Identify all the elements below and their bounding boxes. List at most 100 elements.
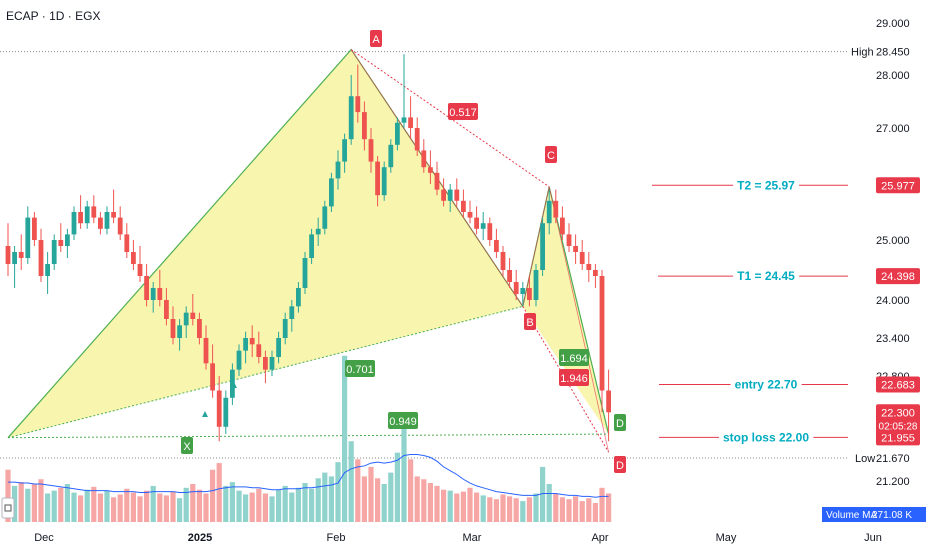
candle-body bbox=[454, 189, 460, 201]
y-tick-label: 25.000 bbox=[876, 235, 910, 247]
candle-body bbox=[164, 300, 169, 319]
candle-body bbox=[282, 319, 288, 338]
volume-bar bbox=[130, 492, 136, 522]
candle-body bbox=[170, 319, 176, 338]
volume-bar bbox=[144, 490, 150, 522]
candle bbox=[157, 270, 163, 307]
price-tag: 25.977 bbox=[881, 180, 915, 192]
candle-body bbox=[124, 234, 130, 252]
candle bbox=[395, 117, 400, 151]
candle-body bbox=[58, 240, 64, 246]
x-tick-label: Mar bbox=[463, 532, 482, 544]
candle-body bbox=[302, 258, 308, 288]
candle bbox=[150, 282, 156, 313]
candle bbox=[282, 312, 288, 345]
candle-body bbox=[553, 200, 559, 218]
candle-body bbox=[421, 150, 427, 168]
y-tick-label: 24.000 bbox=[876, 295, 910, 307]
target-label: T1 = 24.45 bbox=[737, 269, 795, 283]
volume-bar bbox=[434, 485, 440, 522]
candle bbox=[45, 252, 50, 294]
volume-bar bbox=[553, 493, 559, 522]
volume-bar bbox=[533, 493, 539, 522]
candle bbox=[183, 306, 189, 338]
candle-body bbox=[381, 167, 387, 196]
y-tick-label: 27.000 bbox=[876, 123, 910, 135]
volume-bar bbox=[500, 494, 506, 522]
volume-bar bbox=[394, 452, 400, 522]
candle bbox=[381, 161, 387, 201]
candle bbox=[51, 234, 57, 270]
candle bbox=[513, 270, 519, 300]
volume-bar bbox=[586, 498, 592, 522]
candle-body bbox=[5, 246, 11, 264]
point-label-d2-box bbox=[614, 456, 626, 473]
ratio-label-box bbox=[448, 103, 478, 120]
volume-bar bbox=[177, 498, 183, 522]
ratio-label: 0.949 bbox=[389, 416, 417, 428]
candle bbox=[210, 344, 215, 398]
volume-bar bbox=[97, 493, 103, 522]
candle-body bbox=[375, 161, 380, 196]
volume-bar bbox=[467, 487, 473, 522]
ratio-label: 0.701 bbox=[346, 364, 374, 376]
candle bbox=[203, 325, 209, 370]
volume-bar bbox=[540, 466, 546, 522]
pattern-triangle-bcd bbox=[522, 186, 609, 435]
candle bbox=[599, 270, 605, 413]
candle-body bbox=[533, 270, 539, 300]
candle-body bbox=[527, 288, 532, 300]
volume-bar bbox=[216, 463, 222, 522]
candle-body bbox=[362, 112, 367, 140]
volume-bar bbox=[210, 469, 216, 522]
volume-bar bbox=[474, 492, 480, 522]
point-label-c-box bbox=[545, 146, 557, 163]
candle-body bbox=[395, 122, 400, 145]
candle-body bbox=[210, 363, 215, 391]
candle-body bbox=[560, 217, 565, 235]
volume-bar bbox=[117, 494, 123, 522]
candle-body bbox=[546, 200, 552, 224]
candle bbox=[309, 228, 314, 264]
candle bbox=[553, 189, 559, 224]
candle bbox=[428, 150, 433, 184]
candle-body bbox=[329, 178, 334, 207]
y-tick-label: 29.000 bbox=[876, 18, 910, 30]
candle bbox=[606, 369, 611, 442]
candle-body bbox=[223, 397, 229, 427]
candle bbox=[170, 306, 176, 345]
marker-triangle bbox=[202, 411, 208, 417]
candle bbox=[408, 96, 413, 140]
target-label: T2 = 25.97 bbox=[737, 178, 795, 192]
volume-bar bbox=[342, 355, 348, 522]
high-value: 28.450 bbox=[876, 47, 910, 59]
ratio-label: 1.694 bbox=[560, 353, 588, 365]
volume-bar bbox=[276, 489, 282, 522]
candle bbox=[243, 331, 248, 364]
candle-body bbox=[593, 270, 598, 276]
candle-body bbox=[513, 282, 519, 294]
candle-body bbox=[177, 325, 182, 338]
volume-bar bbox=[104, 490, 110, 522]
volume-ma-label: Volume MA bbox=[826, 510, 877, 521]
candle-body bbox=[230, 369, 235, 398]
volume-bar bbox=[196, 489, 202, 522]
ratio-label-box bbox=[559, 349, 589, 366]
candle-body bbox=[474, 217, 479, 229]
candle-body bbox=[183, 312, 189, 326]
volume-bar bbox=[460, 491, 466, 522]
candle-body bbox=[18, 252, 24, 258]
candle-body bbox=[51, 240, 57, 264]
candle bbox=[111, 189, 116, 224]
volume-bar bbox=[58, 487, 64, 522]
volume-bar bbox=[243, 494, 249, 522]
candle-body bbox=[32, 217, 37, 240]
ratio-label: 1.946 bbox=[560, 373, 588, 385]
ratio-label: 0.517 bbox=[449, 107, 477, 119]
chart-title: ECAP · 1D · EGX bbox=[6, 9, 101, 23]
volume-bar bbox=[12, 485, 18, 522]
candle bbox=[32, 212, 37, 246]
candle-body bbox=[520, 288, 526, 294]
candle bbox=[249, 325, 255, 357]
